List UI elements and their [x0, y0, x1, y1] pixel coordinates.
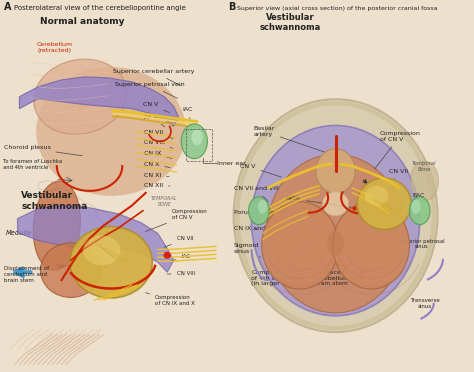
- Text: AICA: AICA: [144, 115, 165, 127]
- Text: Vestibular
schwannoma: Vestibular schwannoma: [260, 13, 321, 32]
- Text: Porus acusticus: Porus acusticus: [234, 210, 283, 221]
- Text: IAC: IAC: [392, 183, 402, 205]
- Ellipse shape: [234, 99, 438, 332]
- Text: CN VII and VIII: CN VII and VIII: [234, 186, 279, 202]
- Ellipse shape: [191, 129, 203, 145]
- Text: Compression
of 4th ventricle
(in larger tumors): Compression of 4th ventricle (in larger …: [251, 223, 323, 286]
- Text: CN X: CN X: [144, 161, 170, 167]
- Text: Superior cerebellar artery: Superior cerebellar artery: [113, 70, 194, 86]
- Ellipse shape: [34, 59, 127, 134]
- Text: Compression
of CN IX and X: Compression of CN IX and X: [146, 293, 195, 306]
- Text: CN XII: CN XII: [144, 183, 170, 189]
- Text: Displacement of
cerebellum and
brain stem: Displacement of cerebellum and brain ste…: [314, 253, 365, 286]
- Ellipse shape: [410, 161, 438, 201]
- Polygon shape: [18, 206, 174, 272]
- Ellipse shape: [33, 181, 81, 270]
- Text: CN VIII: CN VIII: [167, 271, 195, 276]
- Ellipse shape: [266, 154, 405, 313]
- Text: CN VII: CN VII: [388, 169, 408, 191]
- Text: CN VII: CN VII: [144, 130, 173, 138]
- Text: Choroid plexus: Choroid plexus: [3, 145, 82, 156]
- Text: B: B: [228, 3, 236, 13]
- Ellipse shape: [181, 124, 208, 159]
- Ellipse shape: [248, 197, 269, 225]
- Text: Cerebellum
(retracted): Cerebellum (retracted): [37, 42, 73, 53]
- Ellipse shape: [70, 227, 152, 298]
- Text: Sigmoid
sinus: Sigmoid sinus: [234, 243, 261, 257]
- Ellipse shape: [262, 202, 338, 289]
- Text: IAC: IAC: [182, 107, 193, 119]
- Text: Posterolateral view of the cerebellopontine angle: Posterolateral view of the cerebellopont…: [14, 6, 185, 12]
- Text: Medulla: Medulla: [5, 231, 31, 237]
- Text: Compression
of CN V: Compression of CN V: [146, 209, 208, 231]
- Text: AICA: AICA: [286, 196, 352, 207]
- Text: PICA: PICA: [68, 236, 109, 249]
- Ellipse shape: [410, 197, 430, 225]
- Text: CN XI: CN XI: [144, 173, 169, 177]
- Polygon shape: [19, 77, 178, 126]
- Text: TEMPORAL
BONE: TEMPORAL BONE: [151, 196, 178, 207]
- Text: CN VIII: CN VIII: [144, 140, 173, 148]
- Ellipse shape: [357, 178, 411, 230]
- Ellipse shape: [333, 202, 410, 289]
- Ellipse shape: [322, 192, 349, 216]
- Ellipse shape: [365, 186, 388, 206]
- Text: Temporal
Bone: Temporal Bone: [412, 161, 437, 172]
- Text: Basilar
artery: Basilar artery: [253, 126, 328, 153]
- Text: CN IX and X: CN IX and X: [234, 226, 271, 231]
- Ellipse shape: [327, 231, 344, 256]
- Text: CN V: CN V: [143, 102, 169, 112]
- Text: A: A: [3, 3, 11, 13]
- Text: CN V: CN V: [240, 164, 282, 177]
- Text: Compression
of CN V: Compression of CN V: [374, 131, 420, 169]
- Text: Superior petrosal vein: Superior petrosal vein: [115, 82, 184, 99]
- Text: IAC: IAC: [170, 254, 190, 262]
- Text: CN VII: CN VII: [164, 237, 193, 247]
- Text: Vertebral artery: Vertebral artery: [57, 257, 107, 269]
- Ellipse shape: [316, 149, 355, 193]
- Text: Displacement of
cerebellum and
brain stem: Displacement of cerebellum and brain ste…: [4, 266, 50, 283]
- Ellipse shape: [411, 200, 421, 214]
- Ellipse shape: [40, 243, 101, 298]
- Text: Superior petrosal
sinus: Superior petrosal sinus: [399, 238, 445, 249]
- Ellipse shape: [36, 67, 186, 196]
- Ellipse shape: [258, 200, 267, 214]
- Text: Transverse
sinus: Transverse sinus: [410, 298, 439, 309]
- Text: CN IX: CN IX: [144, 151, 172, 158]
- Text: To foramen of Luschka
and 4th ventricle: To foramen of Luschka and 4th ventricle: [2, 159, 62, 170]
- Text: Superior view (axial cross section) of the posterior cranial fossa: Superior view (axial cross section) of t…: [237, 6, 438, 12]
- Text: Inner ear: Inner ear: [217, 161, 246, 166]
- Ellipse shape: [83, 235, 120, 265]
- Text: Vestibular
schwannoma: Vestibular schwannoma: [21, 191, 88, 211]
- Ellipse shape: [251, 125, 420, 316]
- Text: EAC: EAC: [412, 193, 425, 215]
- Text: Normal anatomy: Normal anatomy: [40, 17, 125, 26]
- Ellipse shape: [164, 252, 171, 259]
